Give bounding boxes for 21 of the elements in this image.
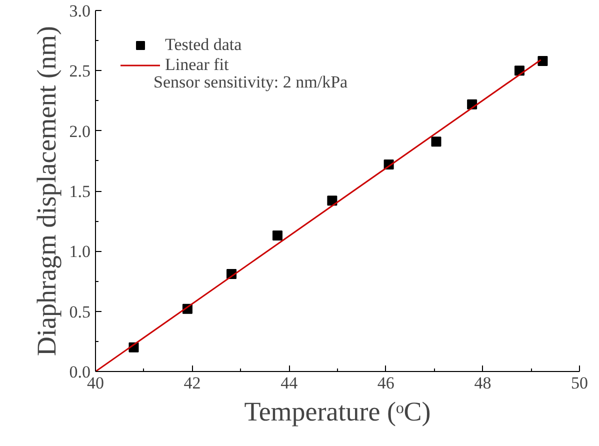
point — [327, 196, 338, 206]
point — [272, 230, 282, 241]
y-tick-label: 2.5 — [69, 62, 90, 81]
y-tick-label: 0.5 — [69, 302, 90, 322]
annotation: Sensor sensitivity: 2 nm/kPa — [154, 72, 348, 92]
x-axis-title: Temperature (ᵒC) — [244, 396, 431, 426]
y-tick-label: 2.0 — [69, 122, 90, 141]
x-tick-label: 48 — [474, 374, 492, 392]
x-tick-label: 46 — [377, 374, 394, 392]
y-axis-title: Diaphragm displacement (nm) — [31, 26, 62, 356]
legend-label: Tested data — [165, 35, 242, 55]
point — [431, 136, 442, 147]
y-tick-label: 1.5 — [69, 182, 90, 201]
legend-label: Linear fit — [165, 55, 229, 75]
y-tick-label: 1.0 — [69, 242, 90, 262]
point — [538, 56, 548, 66]
x-tick-label: 50 — [571, 374, 588, 392]
x-tick-label: 44 — [280, 374, 298, 392]
x-tick-label: 42 — [184, 374, 201, 392]
y-tick-label: 3.0 — [69, 2, 90, 20]
y-tick-label: 0.0 — [69, 362, 90, 382]
